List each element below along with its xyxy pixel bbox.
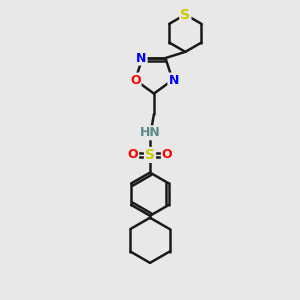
- Text: S: S: [145, 148, 155, 162]
- Text: HN: HN: [140, 126, 160, 139]
- Text: S: S: [180, 8, 190, 22]
- Text: N: N: [136, 52, 147, 64]
- Text: O: O: [128, 148, 138, 161]
- Text: O: O: [130, 74, 141, 86]
- Text: N: N: [168, 74, 179, 86]
- Text: O: O: [162, 148, 172, 161]
